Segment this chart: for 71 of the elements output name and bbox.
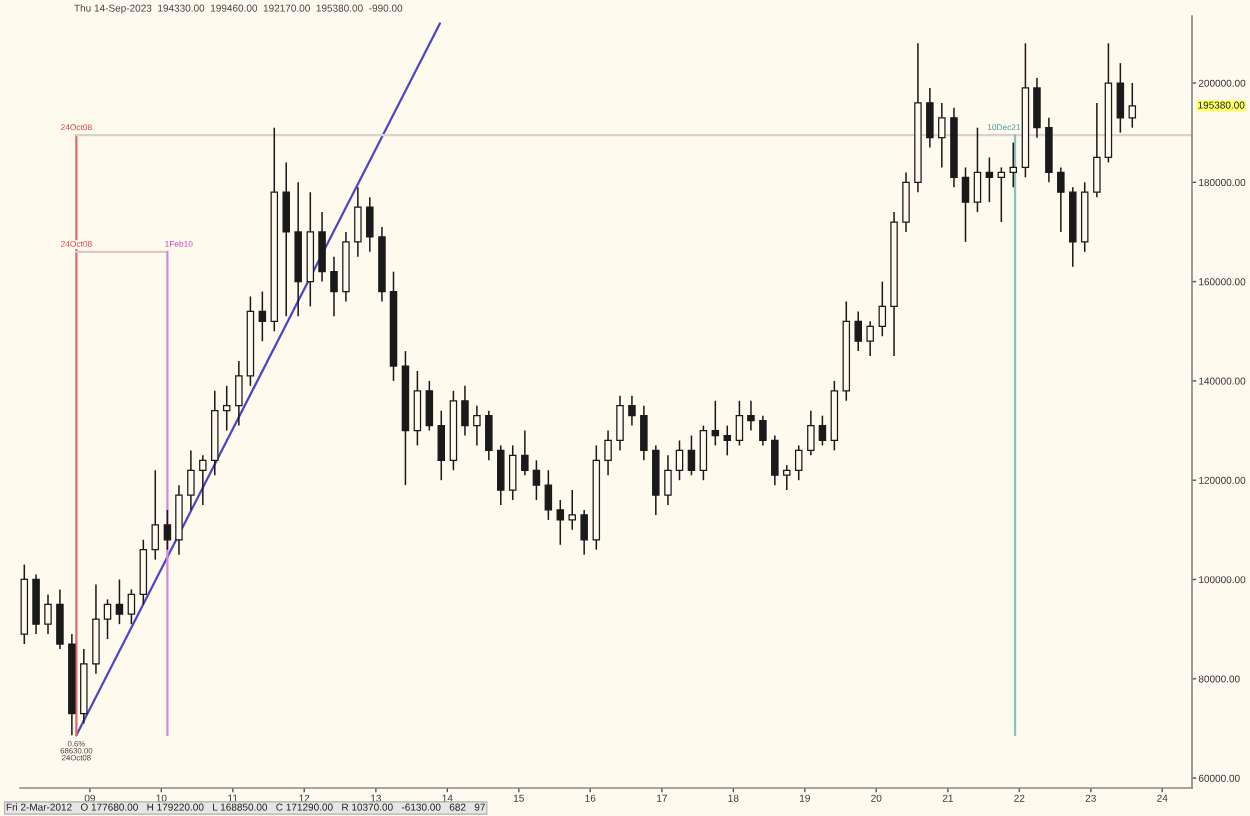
- candlestick: [532, 459, 541, 501]
- candlestick: [580, 509, 588, 556]
- candlestick: [163, 509, 172, 551]
- candlestick: [640, 404, 648, 462]
- candlestick: [1045, 117, 1053, 184]
- candlestick: [735, 399, 744, 447]
- candlestick: [282, 161, 290, 318]
- candlestick: [794, 444, 803, 481]
- candlestick: [747, 399, 755, 432]
- candlestick: [473, 404, 481, 447]
- candlestick: [807, 409, 815, 457]
- candlestick: [544, 469, 553, 521]
- candlestick: [664, 454, 672, 506]
- candlestick: [425, 380, 434, 432]
- candlestick: [699, 424, 708, 481]
- candlestick: [938, 102, 946, 169]
- candlestick: [628, 395, 636, 427]
- candlestick: [556, 499, 565, 546]
- candlestick: [187, 449, 195, 511]
- candlestick: [723, 424, 732, 457]
- candlestick: [485, 409, 493, 462]
- candlestick: [1093, 102, 1101, 198]
- candlestick: [258, 290, 267, 342]
- candlestick: [366, 196, 374, 253]
- candlestick: [92, 583, 100, 675]
- candlestick: [973, 126, 982, 213]
- candlestick: [1057, 166, 1065, 233]
- candlestick: [675, 439, 684, 481]
- candlestick: [926, 87, 934, 149]
- candlestick: [568, 489, 576, 531]
- candlestick: [413, 370, 422, 447]
- candlestick: [902, 171, 910, 233]
- candlestick: [521, 429, 529, 476]
- candlestick: [604, 429, 612, 476]
- candlestick: [771, 434, 779, 486]
- candlestick: [687, 434, 696, 476]
- candlestick: [818, 414, 827, 447]
- candlestick: [235, 360, 243, 427]
- candlestick: [461, 385, 469, 437]
- candlestick: [222, 385, 231, 432]
- candlestick: [32, 573, 40, 635]
- candlestick: [759, 414, 767, 447]
- candlestick: [616, 395, 624, 452]
- candlestick: [115, 578, 124, 625]
- candlestick: [199, 454, 207, 506]
- candlestick: [1009, 141, 1018, 189]
- candlestick: [854, 310, 862, 352]
- candlestick: [437, 409, 446, 481]
- candlestick: [175, 484, 183, 556]
- candlestick: [318, 211, 326, 283]
- candlestick: [961, 166, 970, 243]
- candlestick: [866, 320, 874, 357]
- candlestick: [56, 588, 64, 650]
- candlestick: [497, 444, 505, 506]
- candlestick: [652, 444, 660, 516]
- candlestick: [783, 464, 791, 491]
- candlestick: [997, 166, 1006, 223]
- candlestick: [44, 593, 52, 635]
- candlestick: [127, 588, 136, 625]
- candlestick: [1128, 82, 1137, 129]
- candlestick: [711, 399, 720, 447]
- candlestick: [1116, 62, 1125, 134]
- candlestick: [103, 598, 112, 640]
- candlestick: [330, 256, 338, 318]
- candlestick: [878, 280, 887, 337]
- candlestick: [354, 186, 362, 258]
- candlestick: [151, 469, 160, 561]
- candlestick: [1033, 77, 1041, 139]
- candlestick: [985, 156, 994, 203]
- candlestick: [508, 444, 517, 501]
- candlestick: [139, 539, 148, 606]
